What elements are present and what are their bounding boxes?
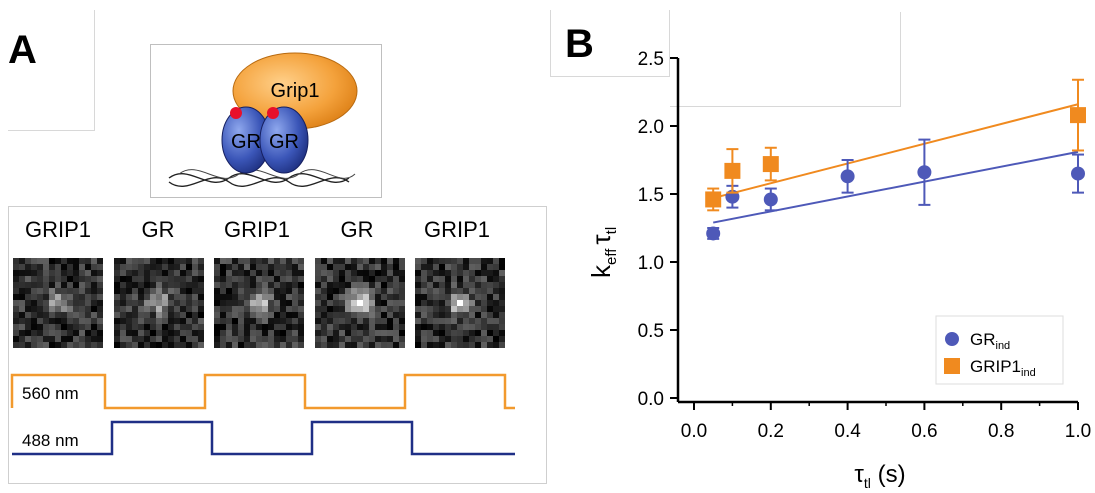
y-tick-label: 2.5: [638, 49, 664, 70]
panel-b-label: B: [565, 22, 594, 66]
fit-line: [712, 103, 1079, 200]
data-point: [706, 226, 721, 241]
y-tick-label: 1.0: [638, 253, 664, 274]
x-axis-label: τtl (s): [854, 461, 905, 491]
y-tick-label: 1.5: [638, 185, 664, 206]
panel-a-frame: [8, 10, 95, 131]
x-tick-label: 0.2: [758, 421, 784, 442]
trace-488: [12, 420, 515, 456]
legend: GRind GRIP1ind: [935, 315, 1064, 385]
frame-label: GRIP1: [223, 217, 291, 242]
complex-cartoon: Grip1 GR GR: [150, 44, 382, 198]
gr-left-label: GR: [231, 131, 261, 153]
panel-b-frame2: [670, 12, 901, 107]
frame-label: GRIP1: [423, 217, 491, 242]
y-tick-label: 2.0: [638, 117, 664, 138]
data-point: [705, 191, 722, 208]
gr-right-label: GR: [269, 131, 299, 153]
x-tick-label: 0.0: [681, 421, 707, 442]
excitation-traces: [10, 373, 515, 456]
x-tick-label: 0.8: [988, 421, 1014, 442]
phospho-dot-right: [267, 107, 279, 119]
frame-label: GR: [141, 217, 175, 242]
microscopy-frame: [214, 258, 304, 348]
legend-marker: [945, 332, 959, 346]
scatter-chart: 0.0 0.5 1.0 1.5 2.0 2.5 0.0 0.2 0.4 0.6 0.8 1.0 τtl …: [586, 49, 1091, 491]
y-tick-label: 0.5: [638, 321, 664, 342]
microscopy-frame: [415, 258, 505, 348]
legend-marker: [944, 358, 960, 374]
frame-label: GRIP1: [24, 217, 92, 242]
grip1-label: Grip1: [271, 80, 320, 102]
y-axis-label: keffτtl: [586, 227, 620, 278]
data-point: [763, 192, 778, 207]
data-point: [1070, 107, 1086, 124]
data-point: [762, 156, 779, 173]
x-tick-label: 0.4: [834, 421, 861, 442]
y-tick-label: 0.0: [638, 389, 664, 410]
data-point: [917, 165, 932, 180]
data-point: [724, 162, 741, 179]
data-point: [840, 169, 855, 184]
gr-right-shape: [259, 106, 309, 174]
microscopy-frame: [13, 258, 103, 348]
microscopy-frame: [114, 258, 204, 348]
cartoon-svg: Grip1 GR GR: [168, 52, 358, 188]
trace-560: [10, 373, 515, 410]
panel-a-label: A: [8, 28, 37, 72]
panel-b-frame: [550, 10, 670, 77]
legend-label: GRind: [970, 330, 1010, 352]
data-point: [1071, 166, 1085, 181]
frame-label: GR: [340, 217, 374, 242]
x-tick-label: 1.0: [1065, 421, 1091, 442]
trace-label-560: 560 nm: [22, 384, 79, 403]
x-tick-label: 0.6: [911, 421, 937, 442]
trace-label-488: 488 nm: [22, 431, 79, 450]
microscopy-frame: [315, 258, 405, 348]
phospho-dot-left: [230, 107, 242, 119]
legend-label: GRIP1ind: [970, 357, 1036, 379]
